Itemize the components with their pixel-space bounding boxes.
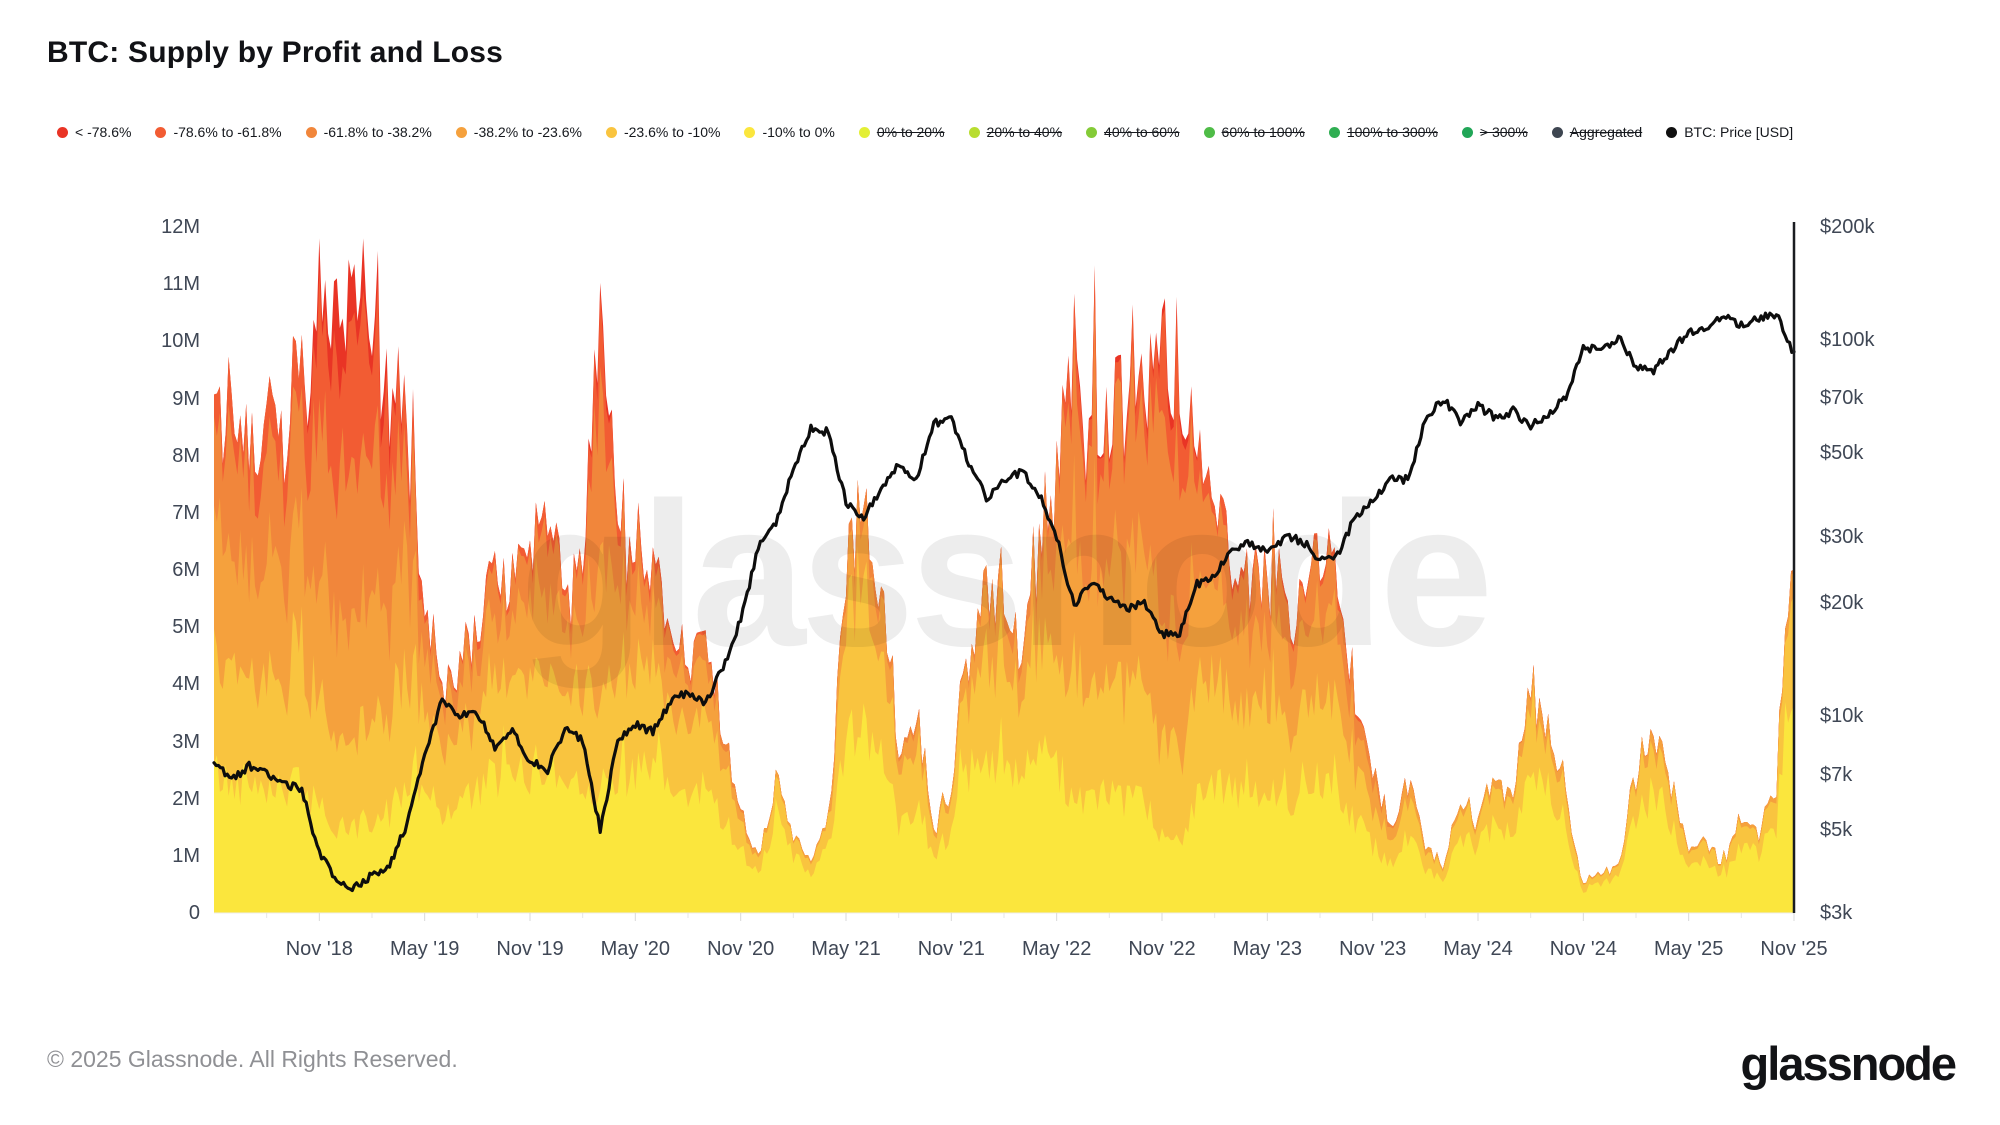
x-axis-tick-label: May '19 — [389, 938, 460, 960]
page-title: BTC: Supply by Profit and Loss — [47, 36, 504, 69]
btc-price-line — [212, 311, 1796, 893]
legend-item-btc-price-usd[interactable]: BTC: Price [USD] — [1666, 124, 1793, 140]
legend-label: 0% to 20% — [876, 124, 945, 140]
left-axis-tick-label: 12M — [161, 216, 200, 238]
legend-item-61-8-to-38-2[interactable]: -61.8% to -38.2% — [305, 124, 432, 140]
left-axis-tick-label: 10M — [161, 330, 200, 353]
x-axis-tick-label: Nov '23 — [1339, 938, 1407, 960]
left-axis-tick-label: 2M — [172, 787, 200, 810]
legend-label: -38.2% to -23.6% — [473, 124, 582, 140]
left-axis-tick-label: 9M — [172, 387, 200, 410]
x-axis-tick-label: Nov '22 — [1128, 938, 1196, 960]
right-axis-tick-label: $70k — [1820, 387, 1864, 410]
legend-label: Aggregated — [1569, 124, 1643, 140]
legend-dot — [605, 126, 617, 138]
legend-dot — [1666, 126, 1678, 138]
legend-label: 60% to 100% — [1221, 124, 1305, 140]
legend-dot — [1551, 126, 1563, 138]
x-axis-tick-label: Nov '20 — [707, 938, 775, 960]
area-band--10-to-0- — [214, 702, 1794, 913]
legend-label: BTC: Price [USD] — [1684, 124, 1794, 140]
chart-legend: < -78.6% -78.6% to -61.8% -61.8% to -38.2%… — [57, 124, 1793, 140]
x-axis-tick-label: Nov '19 — [496, 938, 564, 960]
legend-dot — [155, 126, 167, 138]
left-axis-tick-label: 11M — [162, 273, 200, 296]
x-axis-tick-label: May '23 — [1232, 938, 1303, 960]
legend-dot — [455, 126, 467, 138]
legend-dot — [57, 126, 68, 138]
legend-item-78-6-to-61-8[interactable]: -78.6% to -61.8% — [155, 124, 282, 140]
x-axis-tick-label: Nov '24 — [1549, 938, 1617, 960]
legend-dot — [305, 126, 317, 138]
right-axis-tick-label: $100k — [1820, 329, 1875, 352]
legend-item-10-to-0[interactable]: -10% to 0% — [744, 124, 835, 140]
right-axis-tick-label: $10k — [1820, 705, 1864, 728]
legend-item-38-2-to-23-6[interactable]: -38.2% to -23.6% — [455, 124, 582, 140]
right-axis-tick-label: $200k — [1820, 216, 1875, 238]
left-axis-tick-label: 7M — [172, 501, 200, 524]
x-axis-tick-label: Nov '25 — [1760, 938, 1828, 960]
legend-item-300[interactable]: > 300% — [1461, 124, 1528, 140]
legend-dot — [744, 126, 756, 138]
left-axis-tick-label: 6M — [172, 559, 200, 581]
left-axis-tick-label: 1M — [172, 844, 200, 867]
legend-item-100-to-300[interactable]: 100% to 300% — [1328, 124, 1438, 140]
legend-label: < -78.6% — [75, 124, 132, 140]
right-axis-tick-label: $5k — [1820, 818, 1853, 841]
x-axis-tick-label: May '24 — [1443, 938, 1513, 960]
legend-label: > 300% — [1479, 124, 1528, 140]
right-axis-tick-label: $3k — [1820, 902, 1853, 924]
copyright-text: © 2025 Glassnode. All Rights Reserved. — [47, 1046, 458, 1072]
x-axis-tick-label: May '22 — [1021, 938, 1092, 960]
legend-label: -78.6% to -61.8% — [173, 124, 282, 140]
left-axis-tick-label: 4M — [172, 673, 200, 696]
left-axis-tick-label: 8M — [172, 444, 200, 467]
legend-item-78-6[interactable]: < -78.6% — [57, 124, 131, 140]
left-axis-tick-label: 3M — [172, 730, 200, 753]
legend-dot — [1461, 126, 1473, 138]
legend-dot — [1203, 126, 1215, 138]
legend-item-23-6-to-10[interactable]: -23.6% to -10% — [605, 124, 721, 140]
legend-item-0-to-20[interactable]: 0% to 20% — [858, 124, 945, 140]
supply-loss-stacked-areas — [214, 238, 1794, 913]
glassnode-logo: glassnode — [1740, 1037, 1957, 1090]
legend-dot — [968, 126, 980, 138]
legend-label: -10% to 0% — [762, 124, 835, 140]
legend-dot — [858, 126, 870, 138]
x-axis-tick-label: May '25 — [1653, 938, 1724, 960]
legend-item-40-to-60[interactable]: 40% to 60% — [1086, 124, 1180, 140]
right-axis-tick-label: $7k — [1820, 763, 1853, 786]
x-axis-tick-label: Nov '18 — [285, 938, 353, 960]
left-axis-tick-label: 5M — [172, 616, 200, 639]
legend-label: -61.8% to -38.2% — [323, 124, 432, 140]
legend-item-20-to-40[interactable]: 20% to 40% — [968, 124, 1063, 140]
legend-item-60-to-100[interactable]: 60% to 100% — [1203, 124, 1305, 140]
x-axis-tick-label: May '20 — [600, 938, 671, 960]
x-axis-tick-label: Nov '21 — [917, 938, 985, 960]
legend-label: 100% to 300% — [1346, 124, 1438, 140]
price-path — [212, 311, 1796, 893]
right-axis-tick-label: $30k — [1820, 525, 1864, 548]
glassnode-watermark: glassnode — [520, 460, 1489, 689]
legend-label: -23.6% to -10% — [623, 124, 721, 140]
x-axis-tick-label: May '21 — [811, 938, 881, 960]
left-axis-tick-label: 0 — [188, 902, 200, 924]
legend-dot — [1086, 126, 1098, 138]
legend-dot — [1328, 126, 1340, 138]
legend-item-aggregated[interactable]: Aggregated — [1551, 124, 1643, 140]
right-axis-tick-label: $50k — [1820, 442, 1864, 465]
right-axis-tick-label: $20k — [1820, 592, 1864, 615]
legend-label: 40% to 60% — [1104, 124, 1180, 140]
legend-label: 20% to 40% — [986, 124, 1063, 140]
axes — [214, 222, 1796, 921]
